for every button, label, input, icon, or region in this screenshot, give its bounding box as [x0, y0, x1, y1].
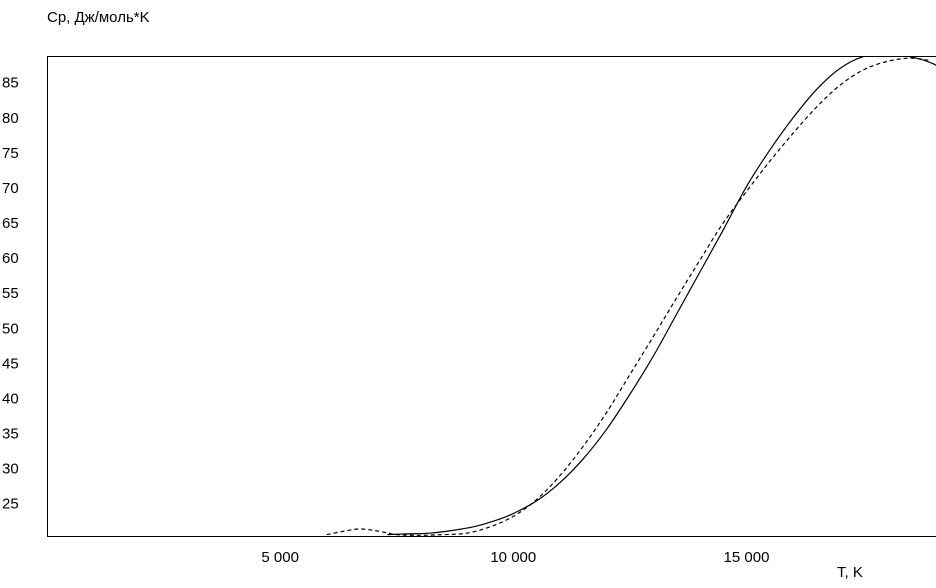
y-tick-label: 60: [2, 250, 19, 267]
x-axis-label: T, K: [837, 564, 863, 581]
dashed-series-point: [909, 58, 910, 59]
y-tick-label: 55: [2, 285, 19, 302]
y-tick-label: 40: [2, 391, 19, 408]
y-axis-label: Cp, Дж/моль*K: [47, 9, 150, 26]
dashed-series-point: [746, 191, 747, 192]
solid-series-point: [886, 54, 887, 55]
y-tick-label: 75: [2, 145, 19, 162]
y-tick-label: 80: [2, 110, 19, 127]
y-tick-label: 50: [2, 320, 19, 337]
y-tick-label: 35: [2, 426, 19, 443]
y-tick-label: 45: [2, 355, 19, 372]
y-tick-label: 30: [2, 461, 19, 478]
x-tick-label: 15 000: [724, 549, 770, 566]
dashed-series-point: [359, 528, 360, 529]
y-axis-ticks: 25 30 35 40 45 50 55 60 65 70 75 80 85: [2, 75, 19, 513]
dashed-series-point: [629, 374, 630, 375]
x-tick-label: 10 000: [490, 549, 536, 566]
dashed-series-point: [699, 260, 700, 261]
y-tick-label: 70: [2, 180, 19, 197]
x-axis-ticks: 5 000 10 000 15 000: [261, 549, 769, 566]
y-tick-label: 65: [2, 215, 19, 232]
x-tick-label: 5 000: [261, 549, 299, 566]
solid-series-line: [387, 56, 936, 536]
y-tick-label: 85: [2, 75, 19, 92]
dashed-series-line: [326, 57, 929, 536]
plot-area-frame: [47, 56, 936, 537]
y-tick-label: 25: [2, 496, 19, 513]
plot-content: [326, 54, 936, 536]
dashed-series-point: [443, 534, 444, 535]
